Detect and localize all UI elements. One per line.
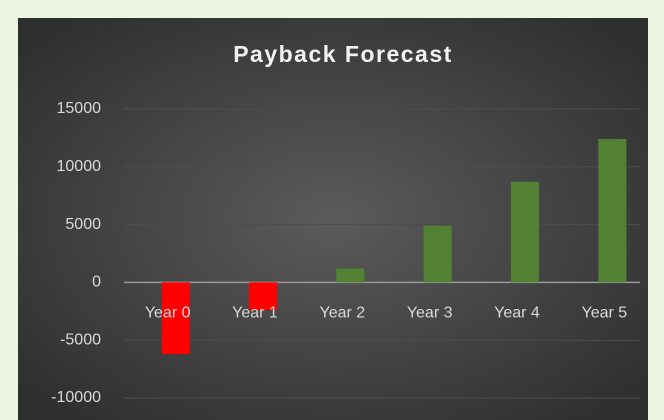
y-tick-label: -10000: [51, 389, 101, 406]
bar: [161, 282, 190, 355]
bar: [336, 268, 365, 283]
y-tick-label: 15000: [57, 100, 102, 117]
bar: [249, 282, 277, 311]
bar: [423, 225, 452, 283]
y-tick-label: 5000: [65, 216, 101, 233]
bar: [511, 181, 539, 283]
x-tick-label: Year 4: [494, 305, 540, 322]
chart-area: [18, 18, 648, 420]
y-tick-label: 10000: [57, 158, 102, 175]
chart-title: Payback Forecast: [233, 41, 453, 67]
x-tick-label: Year 0: [145, 305, 191, 322]
y-tick-label: 0: [92, 274, 101, 291]
x-tick-label: Year 5: [581, 305, 627, 322]
x-tick-label: Year 1: [232, 305, 278, 322]
x-tick-label: Year 2: [319, 305, 365, 322]
x-tick-label: Year 3: [407, 305, 453, 322]
bar: [598, 139, 627, 283]
y-tick-label: -5000: [60, 331, 101, 348]
